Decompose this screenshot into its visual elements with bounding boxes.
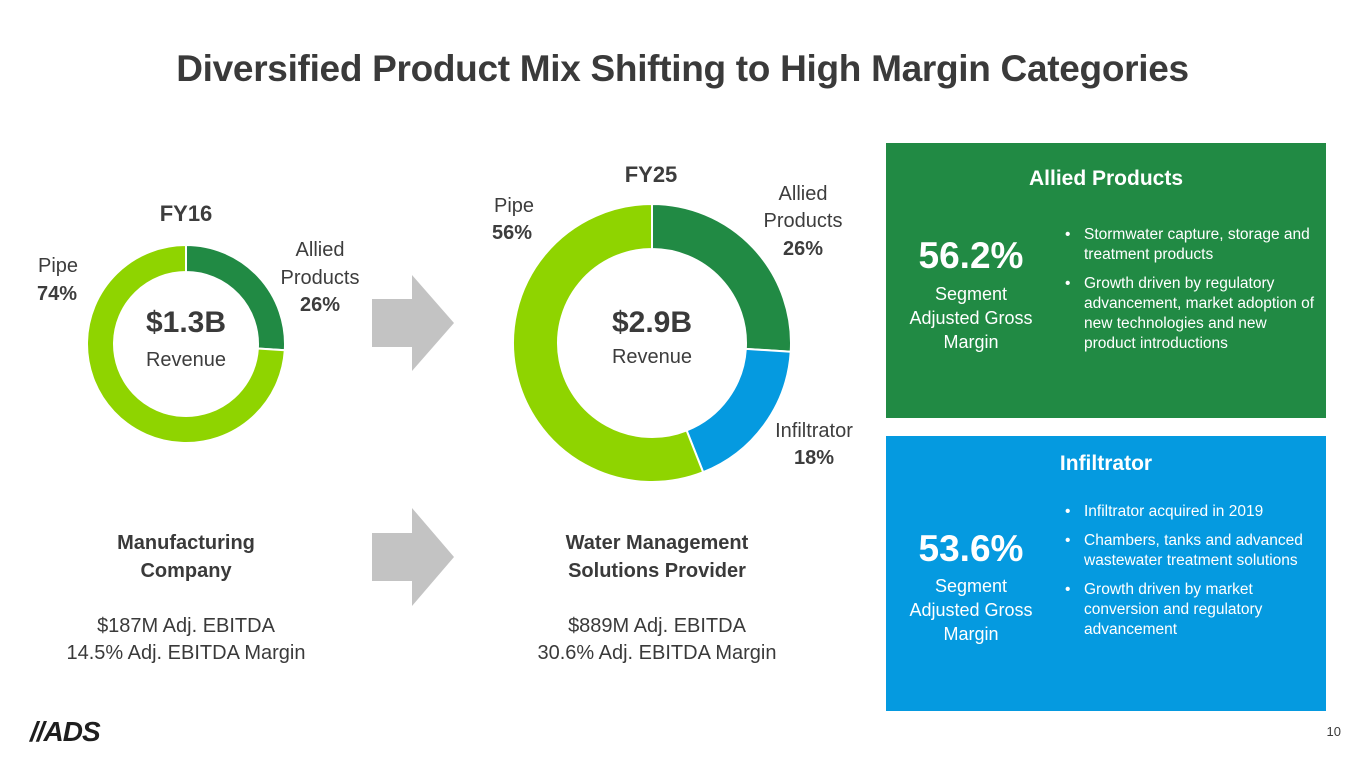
allied-bullet: Stormwater capture, storage and treatmen… (1061, 225, 1316, 265)
fy25-infiltrator-label: Infiltrator (775, 420, 853, 442)
fy25-allied-label-1: Allied (778, 183, 828, 205)
fy16-allied-label-1: Allied (295, 239, 345, 261)
infiltrator-margin-label-2: Adjusted Gross (909, 600, 1033, 620)
allied-margin-label-1: Segment (934, 284, 1008, 304)
fy25-allied-label-2: Products (763, 210, 843, 232)
arrow-right-icon (372, 275, 454, 371)
allied-bullet: Growth driven by regulatory advancement,… (1061, 274, 1316, 354)
fy16-ebitda-margin: 14.5% Adj. EBITDA Margin (66, 642, 306, 664)
fy16-caption-line-1: Manufacturing (117, 532, 255, 554)
fy25-allied-pct: 26% (782, 238, 824, 260)
ads-logo: //ADS (30, 716, 101, 747)
fy16-allied-label-2: Products (280, 267, 360, 289)
infiltrator-bullet: Infiltrator acquired in 2019 (1061, 502, 1316, 522)
fy25-revenue-label: Revenue (611, 346, 693, 368)
fy25-donut-chart (512, 203, 792, 483)
fy25-chart-title: FY25 (624, 162, 678, 187)
donut-slice-pipe (512, 203, 705, 483)
fy16-donut-chart (86, 244, 286, 444)
fy25-infiltrator-pct: 18% (793, 447, 835, 469)
infiltrator-panel: Infiltrator 53.6% Segment Adjusted Gross… (886, 436, 1326, 711)
page-title: Diversified Product Mix Shifting to High… (176, 48, 1189, 89)
fy16-revenue-label: Revenue (145, 349, 227, 371)
fy25-ebitda-margin: 30.6% Adj. EBITDA Margin (537, 642, 777, 664)
fy16-ebitda: $187M Adj. EBITDA (97, 615, 275, 637)
infiltrator-bullet-list: Infiltrator acquired in 2019 Chambers, t… (1061, 502, 1316, 649)
fy16-pipe-pct: 74% (37, 283, 78, 305)
allied-bullet-list: Stormwater capture, storage and treatmen… (1061, 225, 1316, 363)
infiltrator-margin-label-1: Segment (934, 576, 1008, 596)
infiltrator-panel-title: Infiltrator (1059, 452, 1153, 475)
allied-products-panel: Allied Products 56.2% Segment Adjusted G… (886, 143, 1326, 418)
fy16-caption-line-2: Company (140, 560, 232, 582)
fy25-caption-line-2: Solutions Provider (568, 560, 746, 582)
fy16-revenue-value: $1.3B (145, 306, 227, 339)
page-number: 10 (1326, 724, 1341, 739)
allied-panel-title: Allied Products (1028, 167, 1184, 190)
arrow-right-icon (372, 508, 454, 606)
infiltrator-bullet: Chambers, tanks and advanced wastewater … (1061, 531, 1316, 571)
fy25-pipe-label: Pipe (494, 195, 535, 217)
fy25-pipe-pct: 56% (492, 222, 533, 244)
allied-margin-label-2: Adjusted Gross (909, 308, 1033, 328)
allied-margin-label-3: Margin (943, 332, 999, 352)
fy25-caption-line-1: Water Management (565, 532, 749, 554)
infiltrator-bullet: Growth driven by market conversion and r… (1061, 580, 1316, 640)
fy25-ebitda: $889M Adj. EBITDA (568, 615, 746, 637)
fy16-pipe-label: Pipe (38, 255, 79, 277)
fy25-revenue-value: $2.9B (611, 306, 693, 339)
infiltrator-margin-label-3: Margin (943, 624, 999, 644)
donut-slice-pipe (86, 244, 286, 444)
allied-margin-pct: 56.2% (918, 235, 1024, 276)
fy16-allied-pct: 26% (299, 294, 341, 316)
fy16-chart-title: FY16 (159, 201, 213, 226)
infiltrator-margin-pct: 53.6% (918, 528, 1024, 569)
